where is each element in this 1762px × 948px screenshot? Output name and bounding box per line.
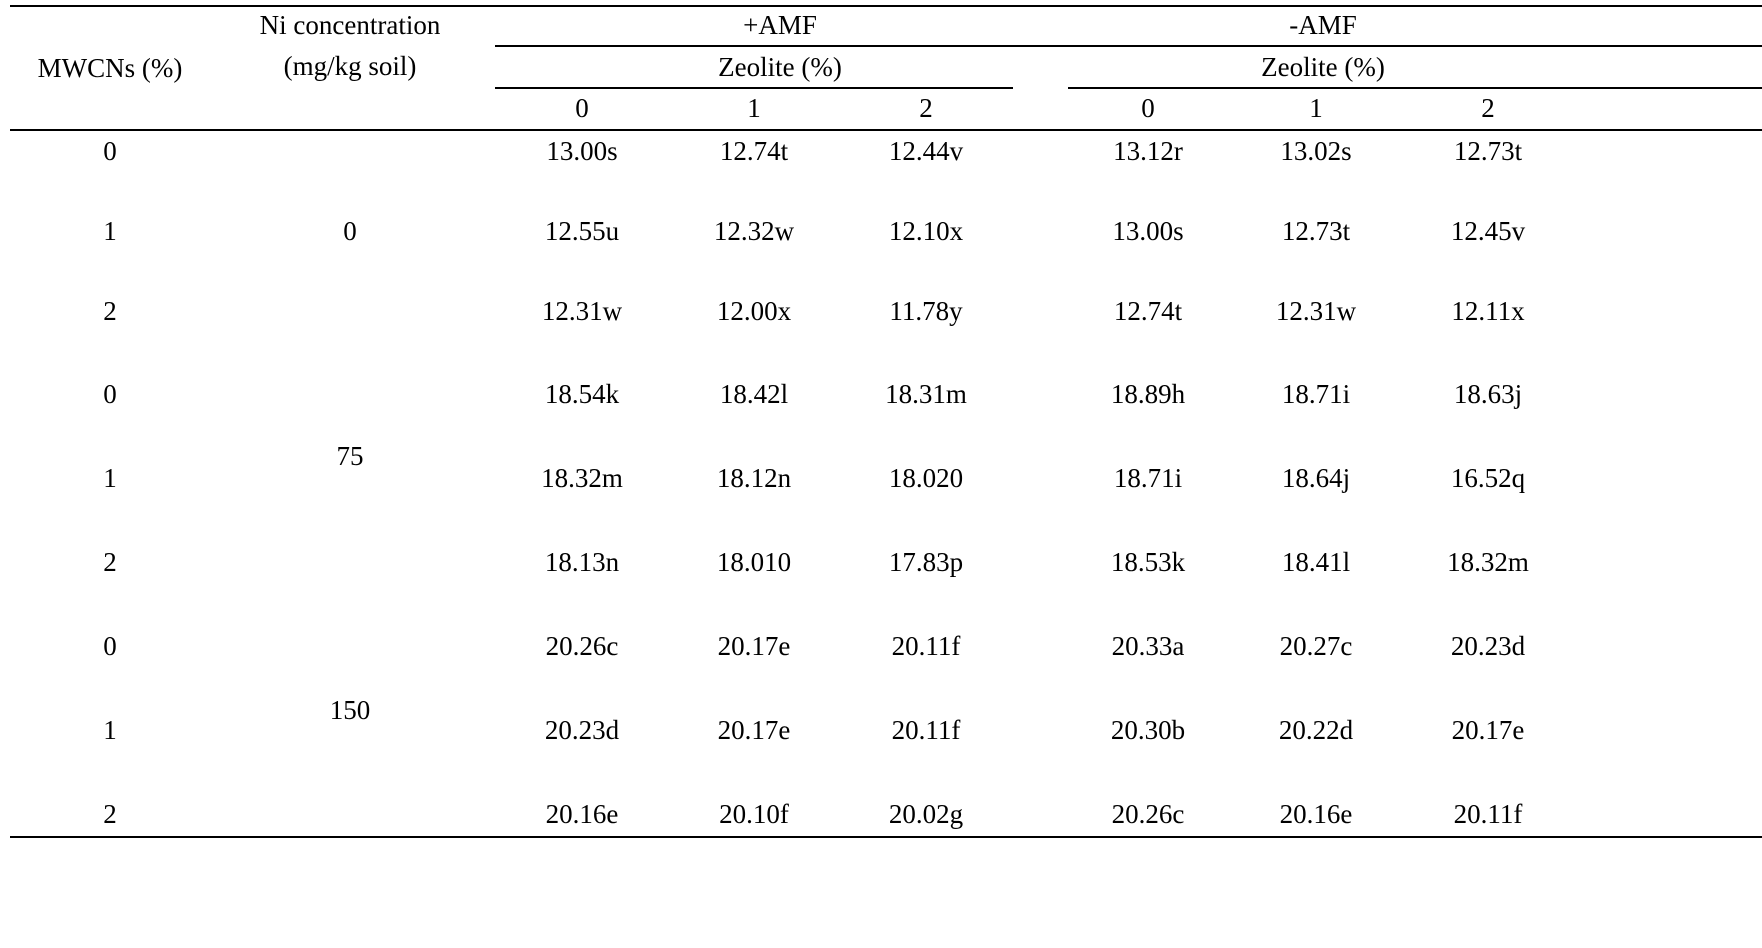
value-cell: 12.31w (541, 296, 623, 326)
value-cell: 20.17e (1451, 715, 1525, 745)
value-cell: 18.41l (1281, 547, 1351, 577)
value-cell: 18.42l (719, 379, 789, 409)
value-cell: 12.74t (1113, 296, 1183, 326)
value-cell: 20.17e (717, 715, 791, 745)
mwcns-cell: 0 (103, 631, 117, 661)
value-cell: 13.02s (1280, 136, 1352, 166)
header-minus-amf: -AMF (1289, 10, 1357, 40)
mwcns-cell: 2 (103, 547, 117, 577)
header-zeolite-plus: Zeolite (%) (718, 52, 842, 82)
value-cell: 18.32m (541, 463, 623, 493)
value-cell: 20.16e (1279, 799, 1353, 829)
mwcns-cell: 1 (103, 216, 117, 246)
value-cell: 12.73t (1281, 216, 1351, 246)
value-cell: 18.53k (1110, 547, 1186, 577)
header-ni-line1: Ni concentration (259, 10, 441, 40)
value-cell: 18.71i (1281, 379, 1351, 409)
value-cell: 12.11x (1451, 296, 1525, 326)
value-cell: 12.31w (1275, 296, 1357, 326)
value-cell: 20.26c (545, 631, 619, 661)
value-cell: 12.00x (716, 296, 792, 326)
value-cell: 18.54k (544, 379, 620, 409)
value-cell: 13.12r (1113, 136, 1183, 166)
value-cell: 12.73t (1453, 136, 1523, 166)
value-cell: 20.26c (1111, 799, 1185, 829)
value-cell: 13.00s (546, 136, 618, 166)
value-cell: 18.010 (716, 547, 792, 577)
header-mwcns: MWCNs (%) (37, 53, 183, 83)
zeolite-level-header: 1 (747, 93, 761, 123)
value-cell: 18.31m (885, 379, 967, 409)
value-cell: 11.78y (889, 296, 963, 326)
header-zeolite-minus: Zeolite (%) (1261, 52, 1385, 82)
mwcns-cell: 2 (103, 799, 117, 829)
value-cell: 20.22d (1278, 715, 1354, 745)
amf-header-rule (495, 45, 1762, 47)
ni-concentration-cell: 0 (343, 216, 357, 246)
mwcns-cell: 1 (103, 715, 117, 745)
bottom-rule (10, 836, 1762, 838)
mwcns-cell: 1 (103, 463, 117, 493)
zeolite-level-header: 0 (575, 93, 589, 123)
header-bottom-rule (10, 129, 1762, 131)
value-cell: 12.44v (888, 136, 964, 166)
value-cell: 12.45v (1450, 216, 1526, 246)
value-cell: 13.00s (1112, 216, 1184, 246)
value-cell: 20.33a (1111, 631, 1185, 661)
zeolite-level-header: 1 (1309, 93, 1323, 123)
ni-concentration-cell: 75 (336, 441, 364, 471)
value-cell: 16.52q (1450, 463, 1526, 493)
mwcns-cell: 0 (103, 379, 117, 409)
value-cell: 18.13n (544, 547, 620, 577)
ni-concentration-cell: 150 (329, 695, 371, 725)
zeolite-minus-rule (1068, 87, 1762, 89)
value-cell: 12.74t (719, 136, 789, 166)
value-cell: 20.02g (888, 799, 964, 829)
value-cell: 20.16e (545, 799, 619, 829)
top-rule (10, 5, 1762, 7)
value-cell: 20.11f (1453, 799, 1523, 829)
value-cell: 20.23d (1450, 631, 1526, 661)
mwcns-cell: 2 (103, 296, 117, 326)
value-cell: 18.63j (1453, 379, 1523, 409)
value-cell: 12.55u (544, 216, 620, 246)
value-cell: 20.10f (719, 799, 789, 829)
value-cell: 18.020 (888, 463, 964, 493)
value-cell: 20.30b (1110, 715, 1186, 745)
value-cell: 17.83p (888, 547, 964, 577)
value-cell: 18.32m (1447, 547, 1529, 577)
header-ni-line2: (mg/kg soil) (283, 51, 417, 81)
value-cell: 18.71i (1113, 463, 1183, 493)
value-cell: 18.89h (1110, 379, 1186, 409)
mwcns-cell: 0 (103, 136, 117, 166)
value-cell: 20.11f (891, 631, 961, 661)
value-cell: 20.11f (891, 715, 961, 745)
zeolite-level-header: 2 (1481, 93, 1495, 123)
value-cell: 18.12n (716, 463, 792, 493)
header-plus-amf: +AMF (743, 10, 817, 40)
value-cell: 20.27c (1279, 631, 1353, 661)
value-cell: 20.23d (544, 715, 620, 745)
zeolite-plus-rule (495, 87, 1013, 89)
value-cell: 18.64j (1281, 463, 1351, 493)
value-cell: 12.10x (888, 216, 964, 246)
zeolite-level-header: 0 (1141, 93, 1155, 123)
value-cell: 20.17e (717, 631, 791, 661)
value-cell: 12.32w (713, 216, 795, 246)
zeolite-level-header: 2 (919, 93, 933, 123)
